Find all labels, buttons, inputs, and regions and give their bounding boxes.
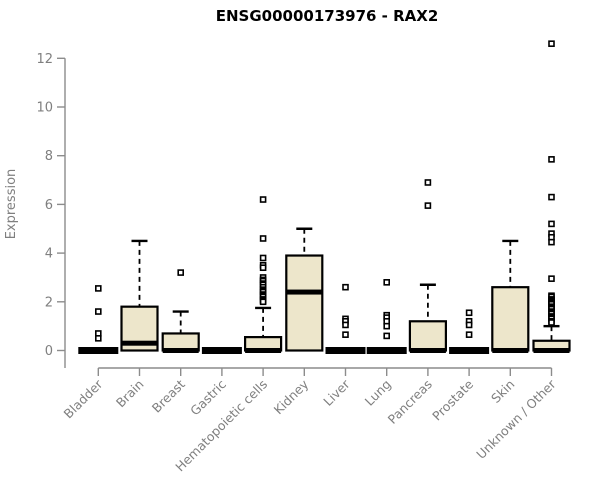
outlier-point [548, 220, 555, 228]
boxplot-prostate [449, 347, 490, 354]
outlier-point [424, 202, 432, 209]
y-tick-label: 2 [45, 295, 53, 310]
boxplot-bladder [78, 347, 119, 354]
median-line [245, 348, 282, 353]
outlier-point [548, 40, 555, 47]
boxplot-pancreas [408, 320, 447, 352]
y-tick-label: 8 [45, 149, 53, 164]
outlier-point [465, 309, 473, 317]
x-category-label: Lung [362, 377, 394, 409]
outlier-point [259, 298, 267, 306]
boxplot-lung [366, 347, 407, 354]
outlier-point [259, 254, 267, 262]
x-category-label: Pancreas [385, 377, 435, 427]
outlier-point [548, 319, 555, 326]
chart-title: ENSG00000173976 - RAX2 [216, 7, 439, 25]
outlier-point [95, 308, 102, 315]
outlier-point [465, 321, 473, 329]
x-category-label: Bladder [61, 376, 106, 421]
outlier-point [342, 331, 349, 338]
outlier-point [465, 331, 473, 338]
outlier-point [548, 156, 555, 163]
outlier-point [548, 275, 555, 282]
outlier-point [342, 321, 349, 329]
boxplot-liver [325, 347, 366, 354]
x-category-label: Kidney [271, 376, 312, 417]
outlier-point [259, 196, 267, 203]
median-line [492, 348, 529, 353]
median-line [286, 289, 323, 295]
outlier-point [259, 264, 267, 272]
median-line [409, 348, 446, 353]
outlier-point [95, 335, 102, 342]
outlier-point [383, 322, 391, 330]
y-tick-label: 6 [45, 198, 53, 213]
boxplot-breast [161, 332, 200, 352]
outlier-point [342, 283, 349, 291]
boxplot-kidney [285, 254, 324, 352]
y-tick-label: 10 [36, 101, 53, 116]
outlier-point [548, 238, 555, 246]
outlier-point [383, 332, 391, 340]
outlier-point [259, 235, 267, 242]
outlier-point [95, 285, 102, 292]
y-tick-label: 0 [45, 344, 53, 359]
x-category-label: Unknown / Other [473, 376, 559, 462]
x-category-label: Breast [149, 376, 188, 415]
x-category-label: Skin [488, 377, 517, 406]
outlier-point [177, 269, 184, 276]
y-tick-label: 12 [36, 52, 53, 67]
y-tick-label: 4 [45, 247, 53, 262]
median-line [121, 340, 158, 346]
x-category-label: Liver [320, 376, 353, 409]
x-category-label: Prostate [429, 376, 476, 423]
y-axis-title: Expression [4, 169, 19, 240]
boxplot-gastric [201, 347, 242, 354]
median-line [162, 348, 199, 353]
median-line [533, 348, 570, 353]
outlier-point [383, 279, 391, 286]
outlier-point [424, 179, 432, 186]
boxplot-skin [491, 286, 530, 352]
x-category-label: Brain [113, 377, 147, 411]
outlier-point [548, 193, 555, 201]
